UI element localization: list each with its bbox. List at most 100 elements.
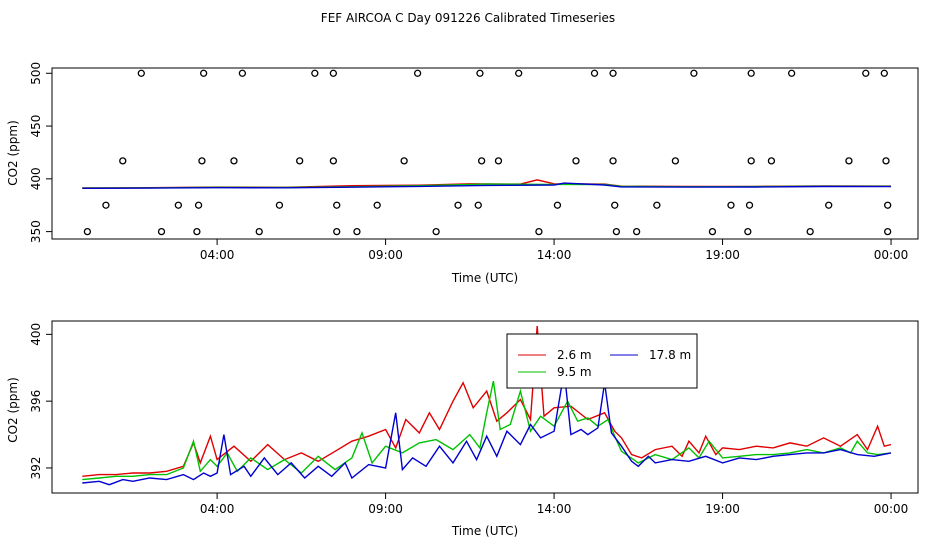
calibration-point	[329, 157, 338, 165]
legend-label-2.6m: 2.6 m	[557, 348, 592, 362]
calibration-point	[119, 157, 127, 165]
top-x-tick-label: 00:00	[874, 248, 909, 262]
calibration-point	[413, 69, 422, 77]
top-y-tick-label: 350	[29, 220, 43, 243]
calibration-point	[400, 157, 408, 165]
calibration-point	[708, 227, 717, 236]
plot-frame-top	[51, 67, 919, 240]
top-x-tick-label: 14:00	[537, 248, 572, 262]
bottom-x-tick-label: 09:00	[368, 502, 403, 516]
calibration-point	[653, 201, 661, 209]
calibration-point	[477, 157, 486, 165]
legend-label-9.5m: 9.5 m	[557, 365, 592, 379]
top-y-tick-label: 500	[29, 62, 43, 85]
figure-title: FEF AIRCOA C Day 091226 Calibrated Times…	[321, 11, 615, 25]
bottom-series-9.5m	[82, 380, 892, 481]
calibration-point	[476, 69, 484, 77]
calibration-point	[296, 157, 304, 165]
top-calibration-points	[83, 69, 892, 236]
calibration-point	[494, 157, 503, 165]
bottom-series-17.8m	[82, 370, 892, 486]
calibration-point	[432, 227, 440, 236]
top-y-tick-label: 400	[29, 167, 43, 190]
bottom-x-tick-label: 00:00	[874, 502, 909, 516]
top-ticks: 04:00 09:00 14:00 19:00 00:00 350 400 450 500	[29, 62, 908, 262]
top-x-tick-label: 19:00	[705, 248, 740, 262]
calibration-point	[609, 157, 617, 165]
calibration-point	[329, 69, 338, 77]
panel-top: 04:00 09:00 14:00 19:00 00:00 350 400 450 500 Ti…	[6, 62, 919, 285]
top-x-tick-label: 09:00	[368, 248, 403, 262]
calibration-point	[199, 69, 208, 77]
top-x-tick-label: 04:00	[200, 248, 235, 262]
top-x-axis-label: Time (UTC)	[451, 271, 518, 285]
calibration-point	[157, 227, 166, 236]
bottom-y-axis-label: CO2 (ppm)	[6, 377, 20, 443]
calibration-point	[747, 69, 755, 77]
calibration-point	[83, 227, 92, 236]
top-series-17.8m	[82, 182, 892, 189]
calibration-point	[884, 201, 892, 209]
calibration-point	[862, 69, 870, 77]
calibration-point	[515, 69, 523, 77]
bottom-x-tick-label: 14:00	[537, 502, 572, 516]
calibration-point	[825, 201, 833, 209]
calibration-point	[632, 227, 641, 236]
calibration-point	[198, 157, 206, 165]
bottom-x-axis-label: Time (UTC)	[451, 524, 518, 538]
calibration-point	[744, 227, 752, 236]
calibration-point	[845, 157, 853, 165]
bottom-x-tick-label: 04:00	[200, 502, 235, 516]
calibration-point	[747, 157, 755, 165]
calibration-point	[102, 201, 110, 209]
calibration-point	[690, 69, 698, 77]
calibration-point	[194, 201, 203, 209]
calibration-point	[174, 201, 183, 209]
calibration-point	[553, 201, 562, 209]
top-series	[82, 179, 892, 189]
calibration-point	[373, 201, 381, 209]
calibration-point	[238, 69, 247, 77]
bottom-series	[82, 325, 892, 486]
calibration-point	[590, 69, 599, 77]
bottom-ticks: 04:00 09:00 14:00 19:00 00:00 392 396 400	[29, 323, 908, 516]
calibration-point	[454, 201, 462, 209]
calibration-point	[767, 157, 776, 165]
calibration-point	[884, 227, 892, 236]
top-y-axis-label: CO2 (ppm)	[6, 120, 20, 186]
calibration-point	[787, 69, 796, 77]
calibration-point	[193, 227, 201, 236]
calibration-point	[535, 227, 543, 236]
calibration-point	[474, 201, 482, 209]
calibration-point	[275, 201, 284, 209]
calibration-point	[806, 227, 814, 236]
legend-label-17.8m: 17.8 m	[649, 348, 691, 362]
legend: 2.6 m 17.8 m 9.5 m	[506, 333, 698, 389]
calibration-point	[745, 201, 754, 209]
calibration-point	[611, 201, 619, 209]
plot-frame-bottom	[51, 320, 919, 494]
calibration-point	[311, 69, 319, 77]
bottom-y-tick-label: 400	[29, 323, 43, 346]
bottom-series-2.6m	[82, 325, 892, 477]
bottom-x-tick-label: 19:00	[705, 502, 740, 516]
calibration-point	[137, 69, 145, 77]
calibration-point	[333, 201, 341, 209]
calibration-point	[255, 227, 263, 236]
calibration-point	[230, 157, 238, 165]
top-y-tick-label: 450	[29, 115, 43, 138]
calibration-point	[671, 157, 680, 165]
bottom-y-tick-label: 392	[29, 456, 43, 479]
legend-box	[506, 333, 698, 389]
calibration-point	[609, 69, 617, 77]
calibration-point	[572, 157, 580, 165]
calibration-point	[727, 201, 735, 209]
panel-bottom: 04:00 09:00 14:00 19:00 00:00 392 396 400 Time …	[6, 320, 919, 538]
bottom-y-tick-label: 396	[29, 390, 43, 413]
calibration-point	[882, 157, 890, 165]
calibration-point	[612, 227, 621, 236]
calibration-point	[880, 69, 888, 77]
calibration-point	[353, 227, 361, 236]
calibration-point	[333, 227, 341, 236]
